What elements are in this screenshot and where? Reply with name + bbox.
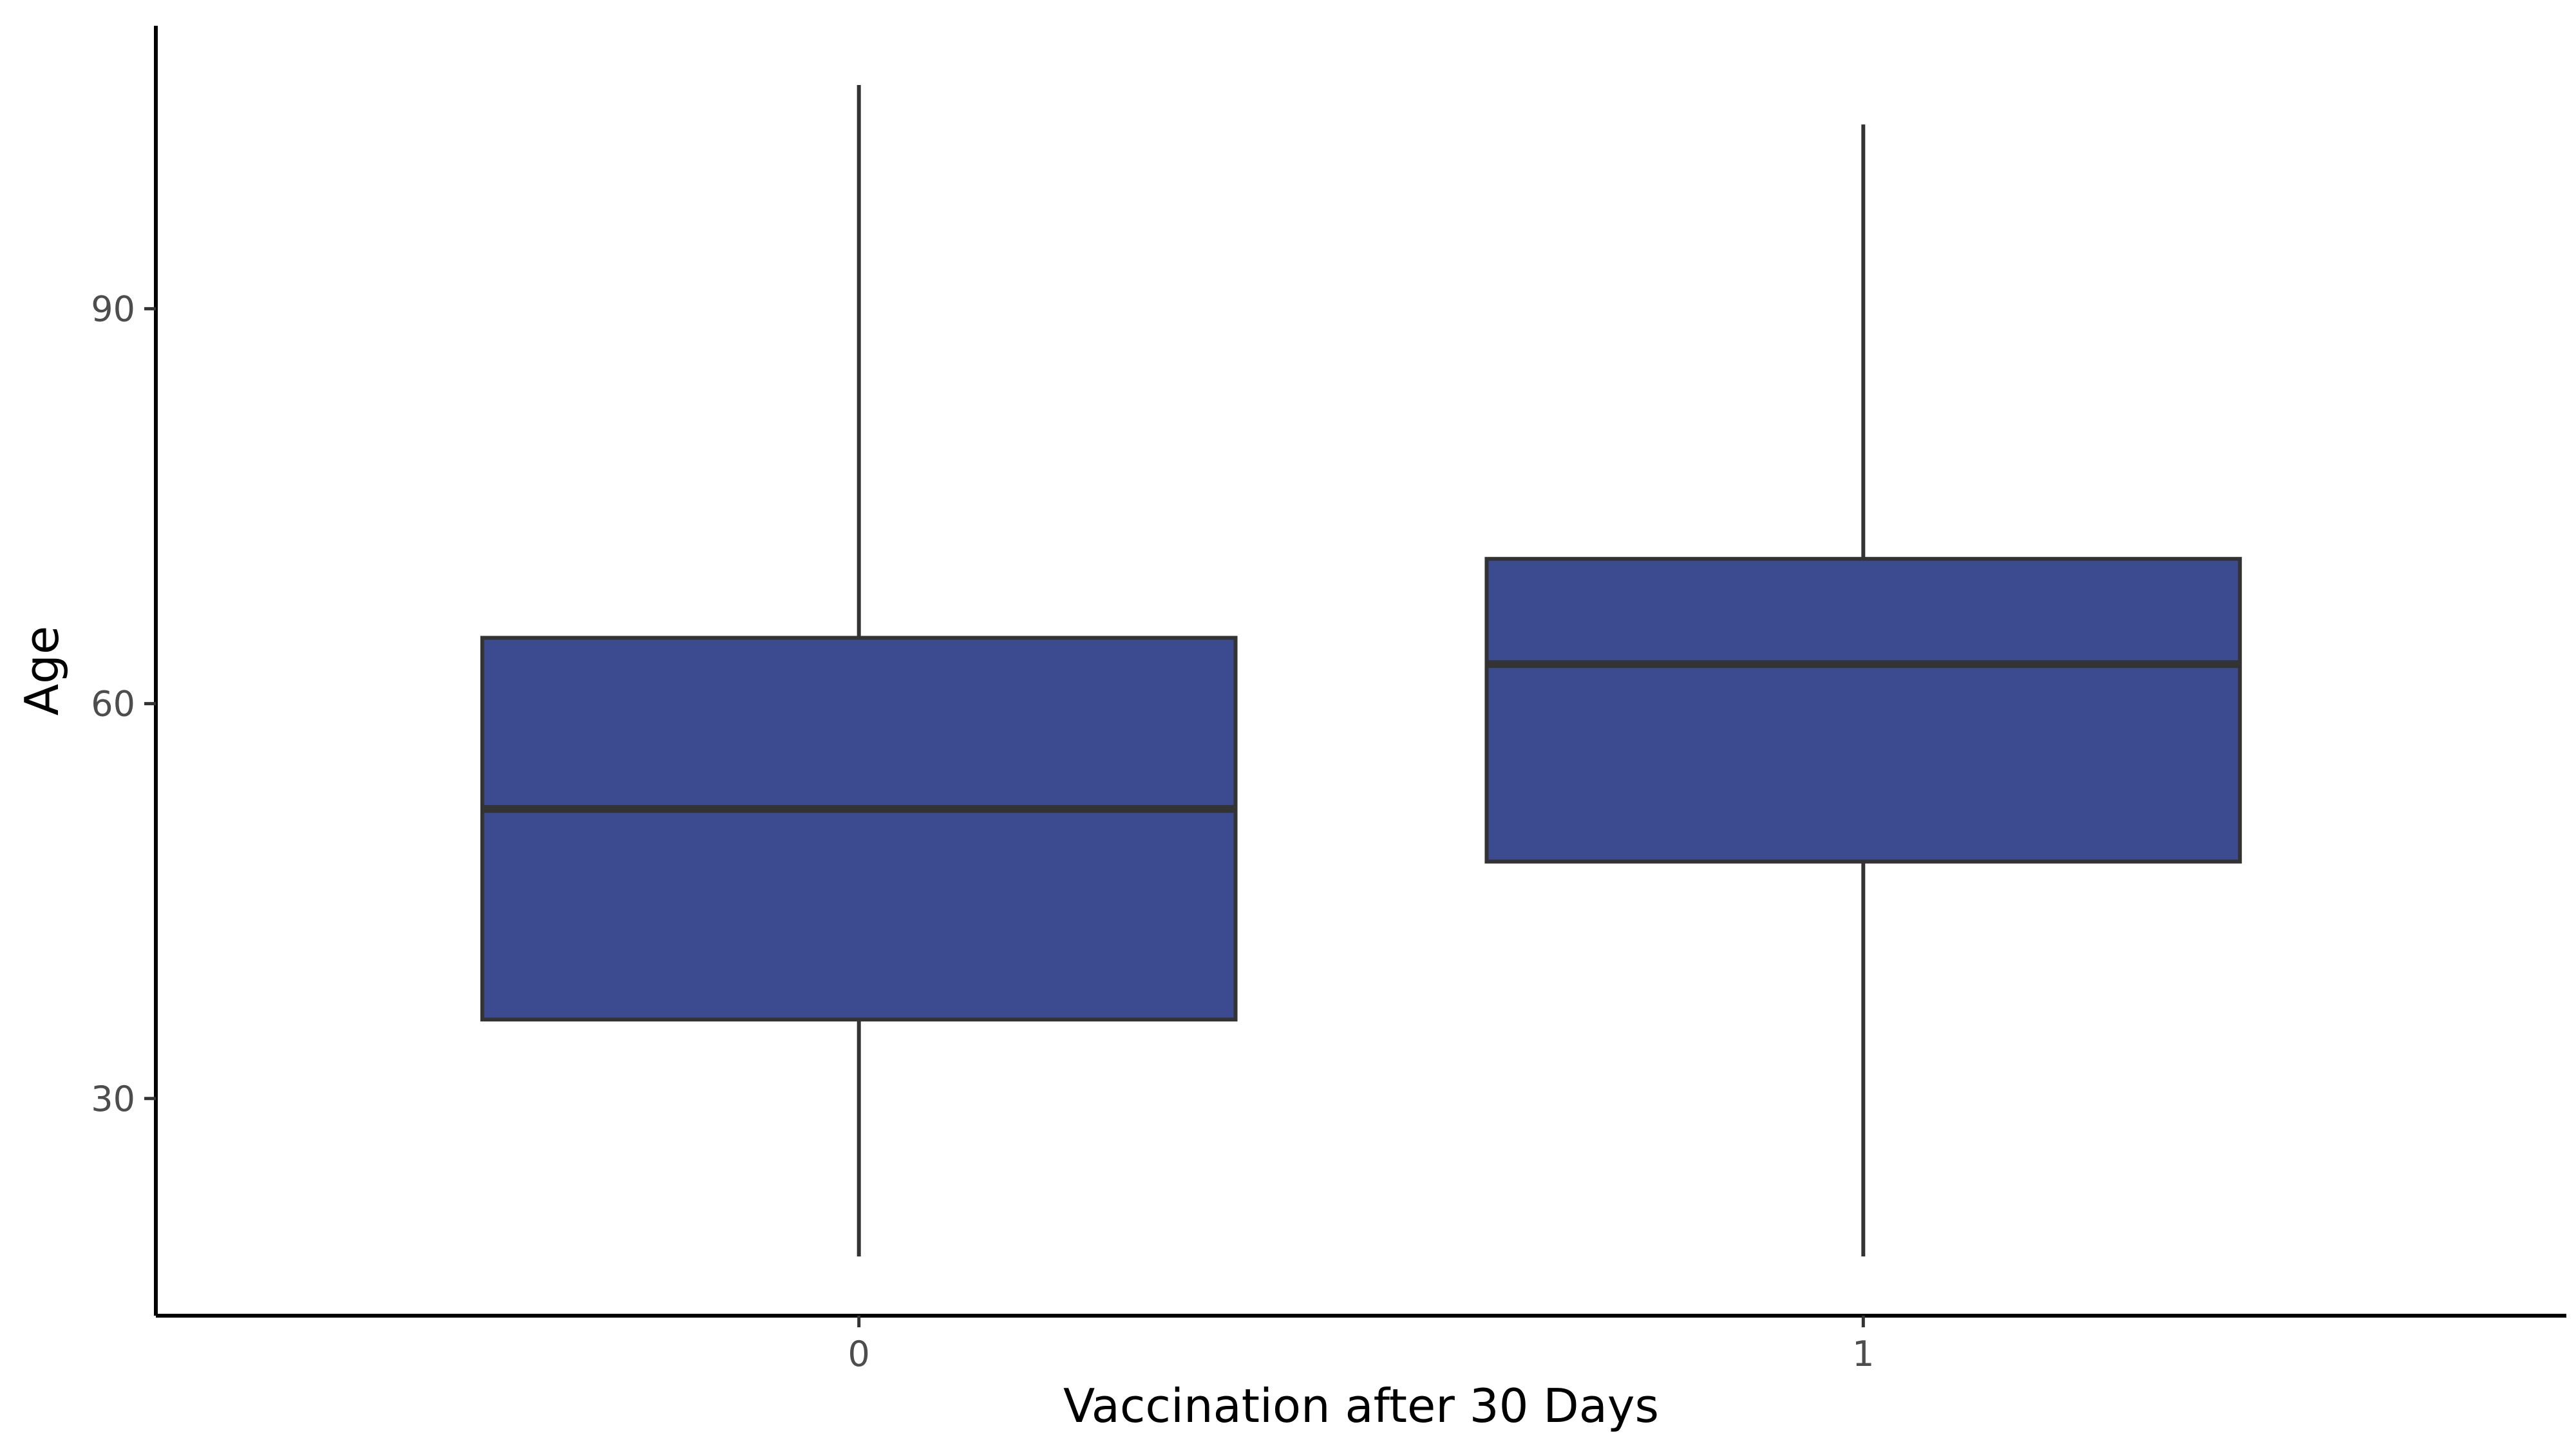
axes-group: [154, 26, 2566, 1318]
y-ticks-group: 30 60 90: [91, 289, 156, 1119]
box-1: [1484, 124, 2242, 1257]
iqr-box: [1484, 556, 2242, 864]
x-tick-label: 0: [848, 1334, 870, 1374]
x-axis-title: Vaccination after 30 Days: [1063, 1379, 1659, 1433]
y-tick-label: 30: [91, 1079, 135, 1119]
x-tick-label: 1: [1852, 1334, 1874, 1374]
iqr-box: [480, 636, 1238, 1022]
y-axis-title: Age: [15, 626, 69, 715]
y-tick-label: 60: [91, 684, 135, 724]
boxes-group: [480, 84, 2242, 1257]
box-0: [480, 84, 1238, 1257]
y-tick-label: 90: [91, 289, 135, 329]
